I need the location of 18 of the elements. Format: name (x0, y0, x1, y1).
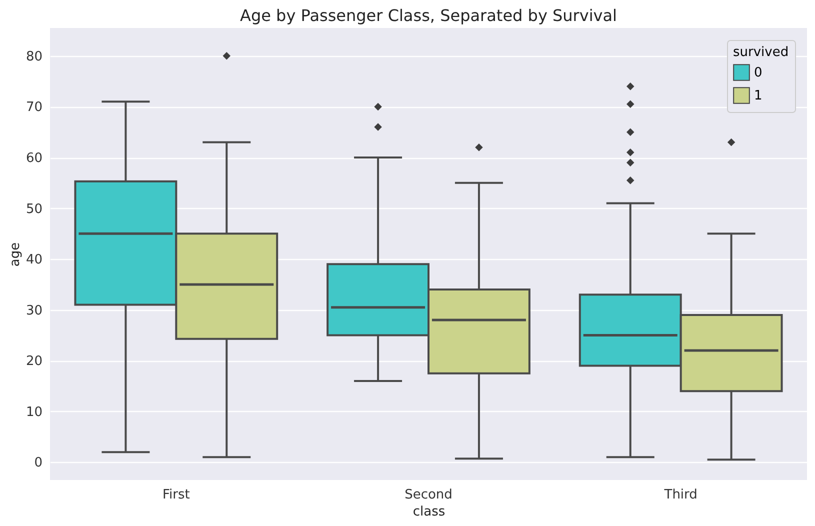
y-tick-label: 70 (26, 100, 42, 116)
y-tick-label: 20 (26, 354, 42, 370)
x-axis-title: class (412, 504, 446, 520)
x-tick-label: Second (404, 488, 452, 502)
y-tick-label: 0 (34, 456, 42, 471)
legend-label: 1 (754, 88, 762, 104)
legend-title: survived (733, 45, 789, 60)
y-tick-label: 60 (26, 151, 42, 166)
y-tick-label: 40 (26, 252, 42, 268)
y-tick-label: 30 (26, 303, 42, 318)
y-tick-label: 80 (26, 49, 42, 64)
legend-label: 0 (754, 66, 762, 80)
x-tick-label: Third (663, 488, 698, 502)
chart-title: Age by Passenger Class, Separated by Survival (240, 6, 617, 25)
y-tick-label: 10 (26, 404, 42, 420)
x-tick-label: First (162, 488, 190, 502)
y-tick-label: 50 (26, 202, 42, 217)
y-axis-title: age (8, 242, 23, 267)
